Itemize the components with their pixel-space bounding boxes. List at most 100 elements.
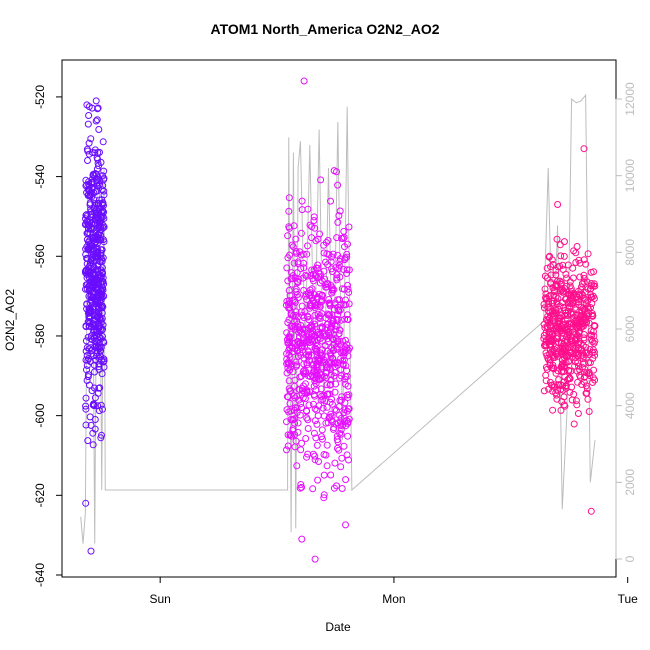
scatter-point — [341, 343, 349, 351]
scatter-point — [555, 317, 563, 325]
scatter-point — [307, 351, 315, 359]
scatter-point — [540, 387, 548, 395]
scatter-point — [87, 335, 95, 343]
scatter-point — [83, 236, 91, 244]
scatter-point — [93, 116, 101, 124]
scatter-point — [100, 174, 108, 182]
scatter-point — [316, 230, 324, 238]
scatter-point — [298, 302, 306, 310]
scatter-point — [336, 306, 344, 314]
scatter-point — [87, 332, 95, 340]
scatter-point — [84, 255, 92, 262]
scatter-point — [84, 157, 91, 164]
scatter-point — [573, 293, 581, 301]
scatter-point — [291, 376, 299, 384]
scatter-point — [581, 313, 589, 321]
scatter-point — [545, 307, 552, 315]
scatter-point — [553, 325, 561, 333]
scatter-point — [327, 197, 334, 205]
scatter-point — [291, 394, 299, 402]
scatter-point — [287, 363, 295, 371]
scatter-point — [310, 217, 318, 224]
scatter-point — [97, 158, 105, 166]
scatter-point — [575, 328, 583, 336]
scatter-point — [557, 385, 565, 393]
scatter-point — [558, 329, 566, 337]
scatter-point — [93, 177, 101, 185]
scatter-point — [574, 378, 582, 386]
scatter-point — [98, 246, 106, 254]
scatter-point — [292, 235, 300, 243]
right-axis-series-line — [80, 93, 596, 544]
scatter-point — [319, 346, 326, 354]
scatter-point — [310, 364, 318, 372]
scatter-point — [561, 373, 569, 381]
scatter-point — [549, 338, 556, 346]
scatter-point — [302, 367, 310, 375]
scatter-point — [84, 147, 92, 155]
scatter-point — [86, 308, 94, 316]
scatter-point — [314, 355, 322, 363]
scatter-point — [100, 191, 108, 199]
y-axis-label: O2N2_AO2 — [3, 289, 17, 351]
scatter-point — [560, 345, 568, 353]
scatter-point — [566, 320, 574, 328]
scatter-point — [549, 299, 557, 307]
scatter-point — [311, 555, 319, 563]
scatter-point — [97, 401, 105, 409]
scatter-point — [569, 310, 577, 318]
scatter-point — [316, 312, 324, 320]
scatter-point — [588, 331, 596, 339]
scatter-point — [289, 348, 297, 356]
scatter-point — [331, 359, 339, 367]
scatter-point — [581, 288, 589, 296]
scatter-point — [317, 176, 325, 184]
scatter-point — [567, 285, 575, 293]
scatter-point — [89, 246, 97, 254]
scatter-point — [304, 416, 312, 424]
scatter-point — [285, 223, 293, 231]
scatter-point — [97, 236, 105, 244]
scatter-point — [294, 258, 302, 266]
scatter-point — [285, 287, 293, 294]
scatter-point — [301, 308, 309, 316]
scatter-point — [313, 406, 321, 414]
scatter-point — [573, 243, 581, 250]
scatter-point — [560, 354, 568, 362]
scatter-point — [283, 297, 291, 305]
scatter-point — [311, 304, 319, 311]
scatter-point — [285, 207, 293, 215]
scatter-point — [308, 361, 316, 369]
scatter-point — [556, 241, 564, 249]
right-axis: 0 2000 4000 6000 8000 10000 12000 — [615, 82, 637, 562]
scatter-point — [292, 437, 300, 445]
scatter-point — [85, 112, 93, 119]
scatter-point — [304, 425, 312, 432]
scatter-point — [291, 419, 299, 427]
scatter-point — [297, 481, 305, 488]
scatter-point — [328, 289, 336, 297]
scatter-point — [335, 307, 343, 315]
scatter-point — [575, 298, 583, 306]
scatter-point — [323, 462, 331, 470]
x-tick-label: Mon — [382, 592, 405, 606]
scatter-point — [84, 373, 92, 381]
scatter-point — [91, 394, 99, 402]
scatter-point — [315, 314, 323, 321]
scatter-point — [312, 348, 320, 355]
scatter-point — [298, 404, 305, 411]
scatter-point — [551, 354, 558, 362]
scatter-point — [554, 263, 562, 271]
scatter-point — [83, 366, 90, 374]
scatter-point — [93, 187, 101, 195]
scatter-point — [97, 353, 105, 361]
scatter-point — [580, 278, 588, 286]
scatter-point — [588, 312, 596, 320]
scatter-point — [540, 335, 548, 343]
scatter-point — [545, 253, 553, 261]
scatter-point — [575, 339, 583, 347]
scatter-point — [308, 331, 315, 338]
scatter-point — [589, 374, 597, 382]
scatter-point — [285, 316, 293, 324]
scatter-point — [329, 355, 337, 363]
